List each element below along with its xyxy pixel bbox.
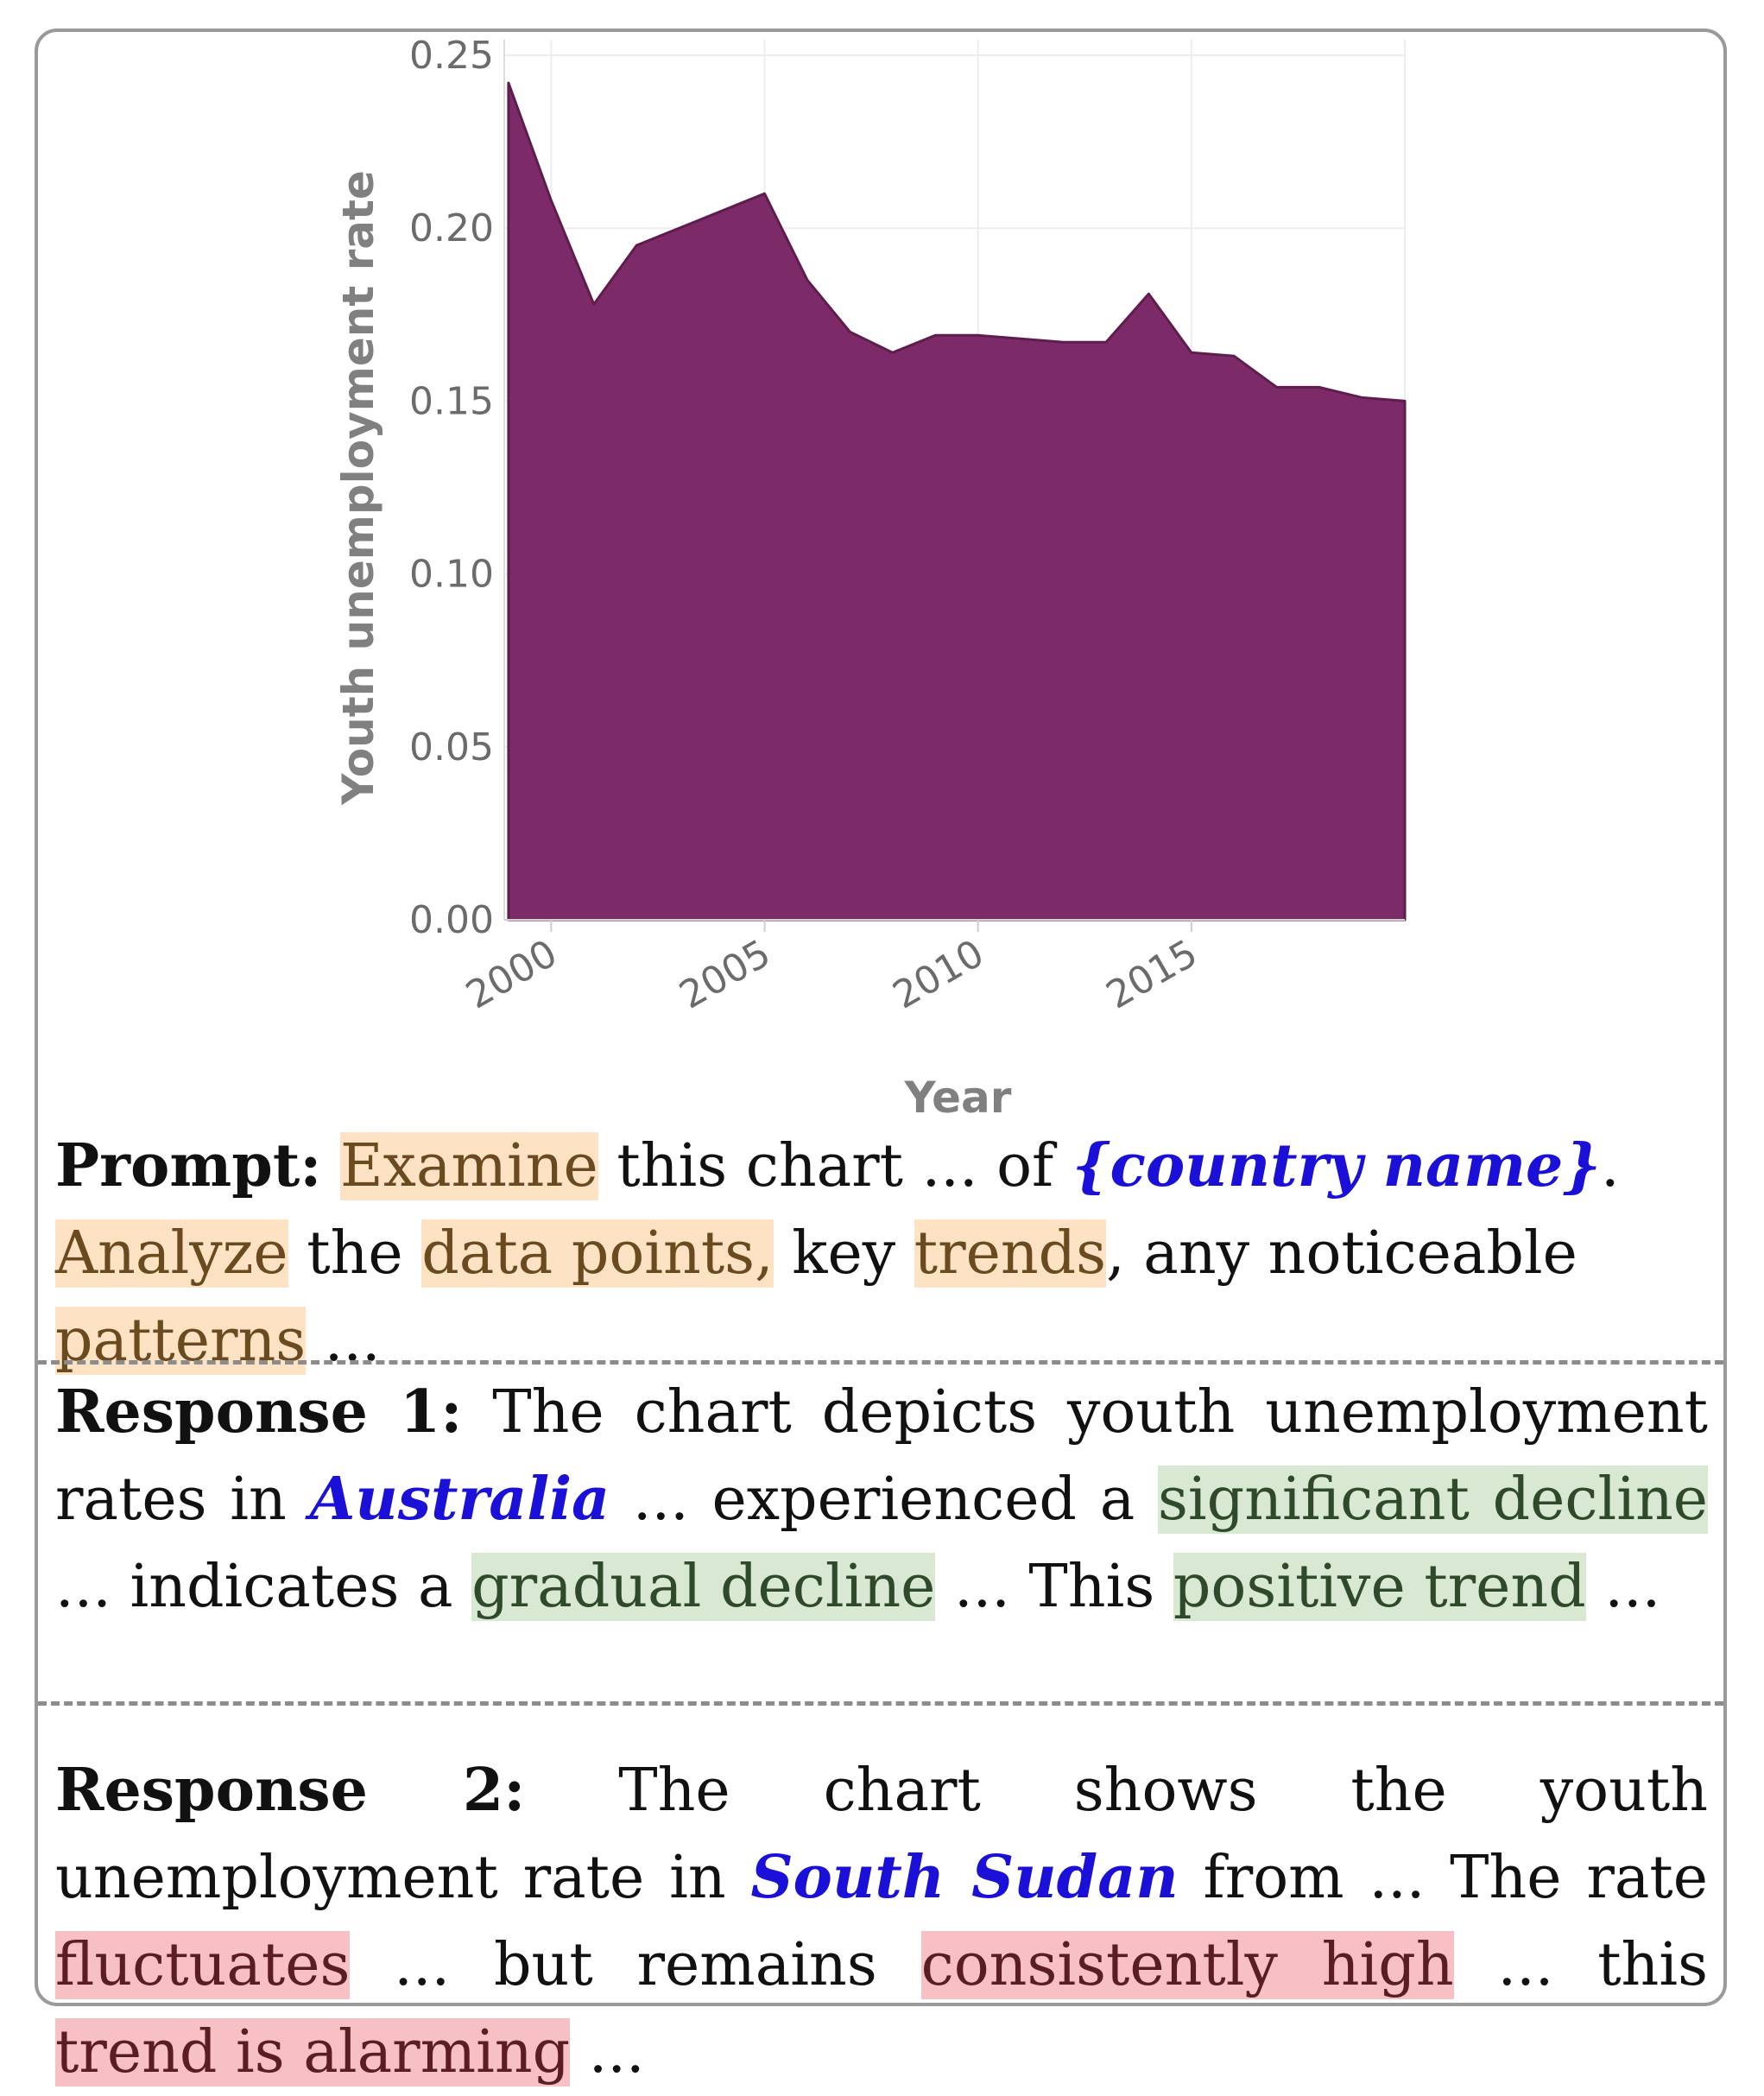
highlight-analyze: Analyze [55,1219,288,1288]
highlight-data-points: data points, [421,1219,774,1288]
prompt-text: key [773,1219,914,1288]
country-australia: Australia [309,1465,610,1534]
response-text: ... but remains [350,1931,921,1999]
response-1-panel: Response 1: The chart depicts youth unem… [55,1369,1708,1631]
x-axis-title: Year [904,1073,1012,1123]
highlight-consistently-high: consistently high [920,1931,1454,1999]
y-tick-label: 0.25 [409,34,494,78]
country-placeholder: {country name} [1072,1131,1602,1200]
highlight-examine: Examine [339,1132,598,1200]
highlight-trend-alarming: trend is alarming [55,2018,571,2087]
response-text: ... [1585,1553,1661,1621]
response-text: The chart shows the youth unemployment r… [55,1757,1708,1912]
x-tick-label: 2000 [458,931,564,1017]
prompt-text: the [288,1219,422,1288]
x-axis-ticks: 2000 2005 2010 2015 [458,920,1204,1018]
response-text: ... This [935,1553,1173,1621]
highlight-significant-decline: significant decline [1158,1466,1708,1534]
response-text: ... [570,2018,645,2087]
dashed-divider [38,1360,1723,1365]
dashed-divider [38,1701,1723,1706]
response-text: The chart depicts youth unemployment rat… [55,1378,1708,1534]
highlight-trends: trends [914,1219,1107,1288]
highlight-patterns: patterns [55,1307,307,1375]
response-2-panel: Response 2: The chart shows the youth un… [55,1747,1708,2096]
response-text: ... this [1453,1931,1708,1999]
prompt-text: ... [306,1307,381,1375]
x-tick-label: 2005 [673,931,778,1017]
prompt-label: Prompt: [55,1131,322,1200]
y-tick-label: 0.20 [409,206,494,250]
prompt-panel: Prompt: Examine this chart ... of {count… [55,1123,1708,1384]
x-tick-label: 2010 [886,931,991,1017]
response-2-label: Response 2: [55,1756,526,1825]
y-axis-ticks: 0.00 0.05 0.10 0.15 0.20 0.25 [409,34,494,942]
area-chart: 0.00 0.05 0.10 0.15 0.20 0.25 2000 2005 2010 201… [333,34,1407,1123]
response-1-label: Response 1: [55,1377,463,1447]
prompt-text: . [1601,1132,1620,1200]
x-tick-label: 2015 [1099,931,1204,1017]
highlight-positive-trend: positive trend [1173,1553,1586,1621]
y-tick-label: 0.05 [409,725,494,769]
prompt-text: , any noticeable [1106,1219,1577,1288]
country-south-sudan: South Sudan [750,1843,1179,1912]
response-text: from ... The rate [1178,1844,1708,1912]
highlight-gradual-decline: gradual decline [471,1553,936,1621]
y-axis-title: Youth unemployment rate [333,170,383,806]
y-tick-label: 0.00 [409,898,494,942]
response-text: ... experienced a [610,1466,1159,1534]
highlight-fluctuates: fluctuates [55,1931,351,1999]
y-tick-label: 0.10 [409,553,494,597]
response-text: ... indicates a [55,1553,472,1621]
prompt-text: this chart ... of [597,1132,1072,1200]
chart-area-series [507,81,1407,921]
y-tick-label: 0.15 [409,379,494,423]
